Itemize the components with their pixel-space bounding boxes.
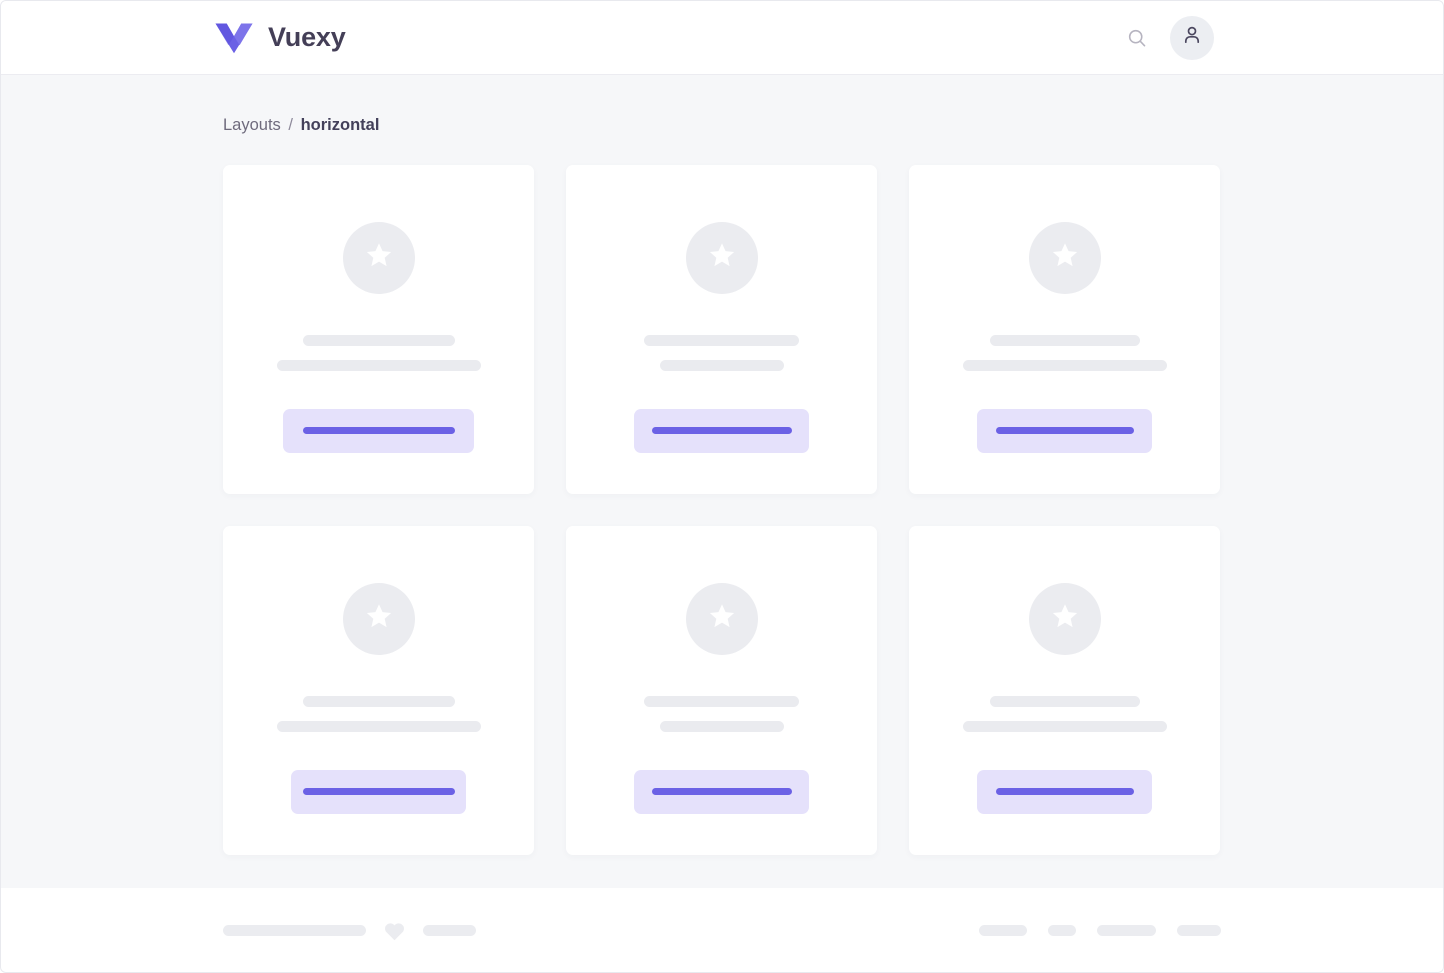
card-text-placeholders [566,695,877,732]
card-avatar [1028,582,1101,655]
card-title-placeholder-1 [302,334,455,346]
skeleton-card [223,164,534,494]
card-text-placeholders [909,695,1220,732]
card-title-placeholder-1 [989,334,1140,346]
card-title-placeholder-2 [962,359,1167,371]
skeleton-card [909,164,1220,494]
card-action-button[interactable] [634,769,809,814]
brand-logo[interactable]: Vuexy [214,21,346,55]
app-header: Vuexy [1,1,1443,75]
skeleton-card [223,525,534,855]
footer-right-group [979,924,1221,936]
card-text-placeholders [223,334,534,371]
card-avatar [342,582,415,655]
card-title-placeholder-1 [644,695,799,707]
main-content: Layouts / horizontal [1,75,1443,888]
breadcrumb-current: horizontal [300,116,380,134]
breadcrumb: Layouts / horizontal [223,117,1221,134]
star-icon [706,240,738,276]
star-icon [1049,240,1081,276]
footer-link-1-placeholder[interactable] [979,924,1027,936]
app-footer [1,888,1443,972]
user-avatar-icon [1180,23,1204,52]
card-title-placeholder-1 [302,695,455,707]
card-action-button[interactable] [283,408,474,453]
footer-link-3-placeholder[interactable] [1097,924,1156,936]
footer-author-placeholder [423,924,476,936]
card-text-placeholders [566,334,877,371]
star-icon [1049,601,1081,637]
brand-name: Vuexy [268,22,346,52]
star-icon [706,601,738,637]
breadcrumb-separator: / [288,116,293,134]
avatar[interactable] [1170,15,1214,60]
card-title-placeholder-1 [644,334,799,346]
card-avatar [1028,221,1101,294]
card-title-placeholder-2 [659,359,784,371]
card-title-placeholder-1 [989,695,1140,707]
card-title-placeholder-2 [659,720,784,732]
footer-link-4-placeholder[interactable] [1177,924,1221,936]
card-button-label-placeholder [651,427,792,434]
card-title-placeholder-2 [276,720,481,732]
card-action-button[interactable] [977,408,1152,453]
breadcrumb-root[interactable]: Layouts [223,116,281,134]
card-title-placeholder-2 [962,720,1167,732]
skeleton-card [909,525,1220,855]
card-button-label-placeholder [995,427,1134,434]
footer-left-group [223,920,476,941]
footer-link-2-placeholder[interactable] [1048,924,1076,936]
card-grid [223,164,1221,855]
star-icon [363,601,395,637]
vuexy-v-logo-icon [214,21,254,55]
card-button-label-placeholder [651,788,792,795]
skeleton-card [566,525,877,855]
card-avatar [342,221,415,294]
card-title-placeholder-2 [276,359,481,371]
header-actions [1124,15,1214,60]
card-button-label-placeholder [995,788,1134,795]
search-icon[interactable] [1124,25,1150,51]
card-text-placeholders [909,334,1220,371]
heart-icon [383,920,406,941]
card-button-label-placeholder [302,788,455,795]
star-icon [363,240,395,276]
card-button-label-placeholder [302,427,455,434]
skeleton-card [566,164,877,494]
card-avatar [685,582,758,655]
card-action-button[interactable] [291,769,466,814]
footer-copyright-placeholder [223,924,366,936]
card-action-button[interactable] [977,769,1152,814]
card-avatar [685,221,758,294]
card-text-placeholders [223,695,534,732]
card-action-button[interactable] [634,408,809,453]
